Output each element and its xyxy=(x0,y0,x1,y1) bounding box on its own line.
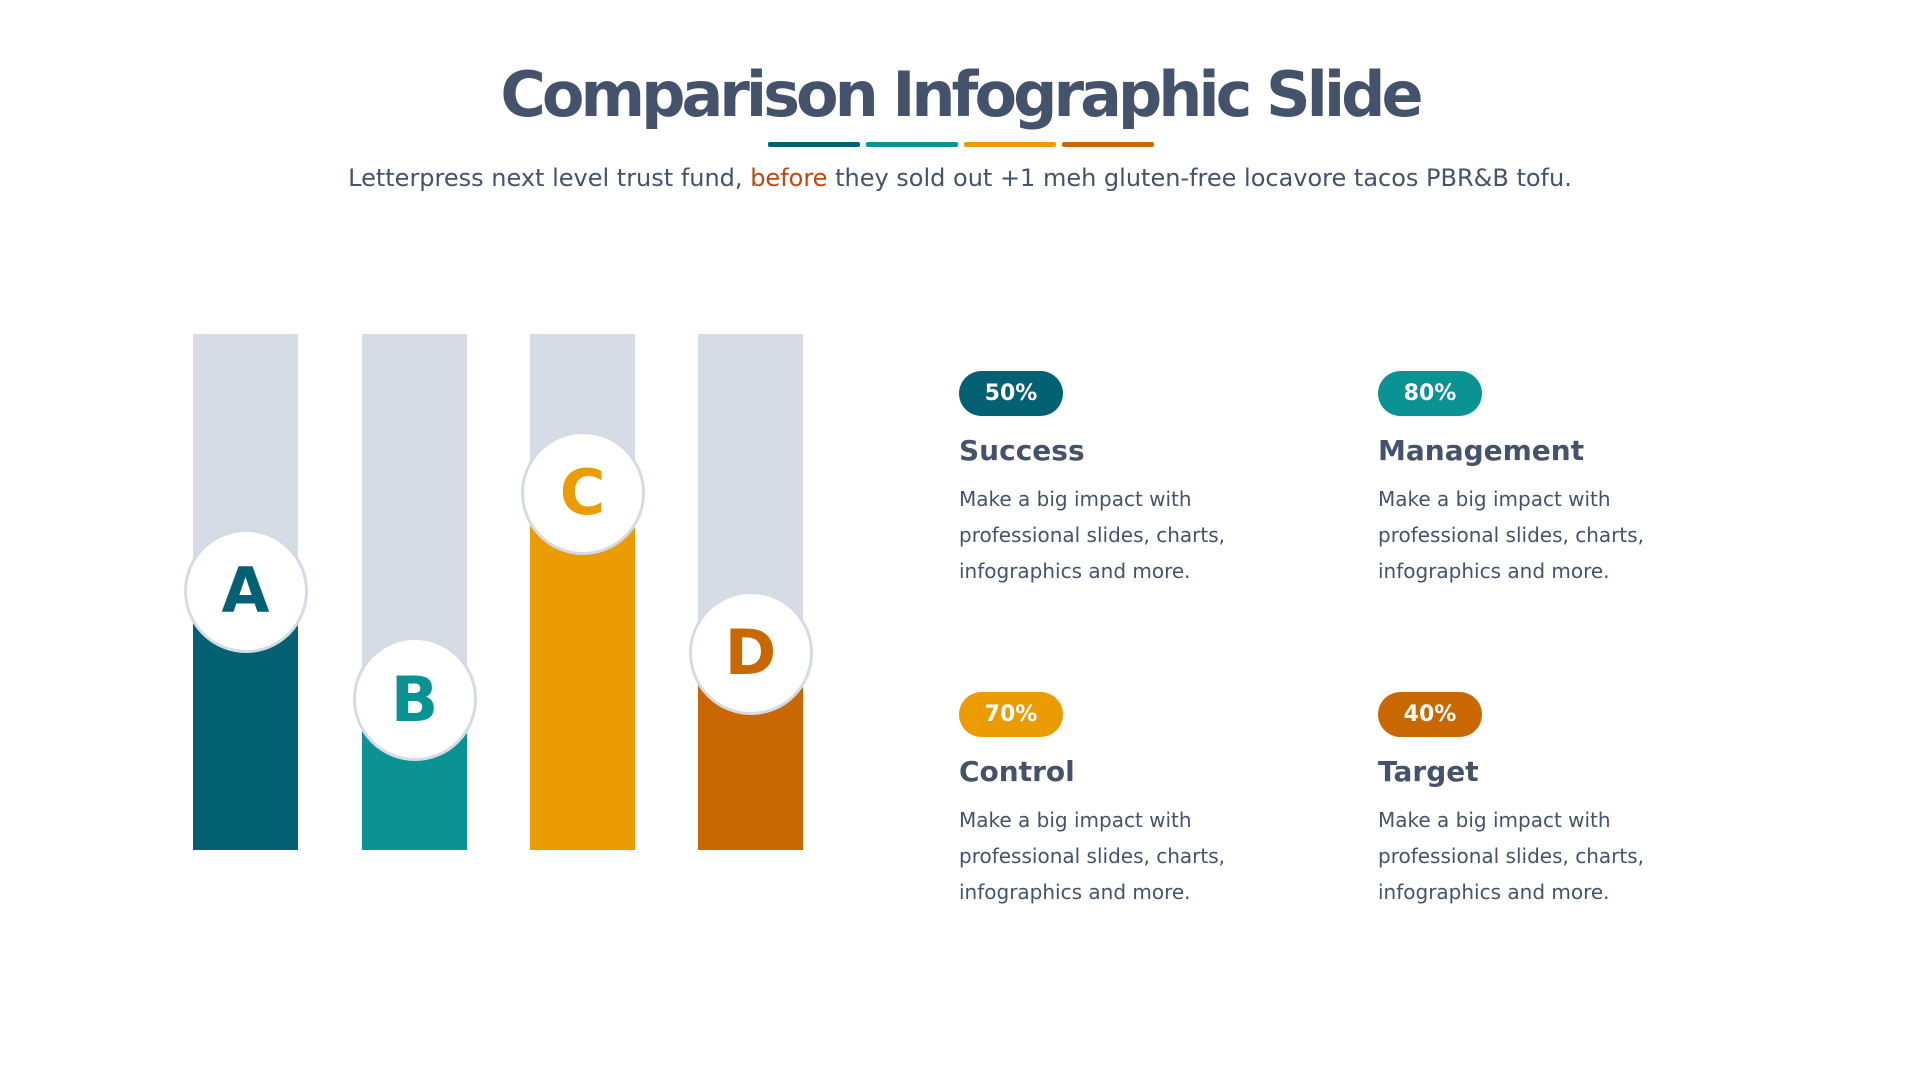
subtitle-text: Letterpress next level trust fund, xyxy=(348,164,751,192)
card-title: Target xyxy=(1378,755,1479,788)
card-text: Make a big impact with professional slid… xyxy=(959,487,1225,583)
bar-label-d: D xyxy=(688,590,813,715)
subtitle-text: they sold out +1 meh gluten-free locavor… xyxy=(827,164,1572,192)
bar-label-b: B xyxy=(352,637,477,762)
subtitle-highlight: before xyxy=(750,164,828,192)
title-underline-segment xyxy=(768,142,860,147)
bar-fill-a xyxy=(193,622,298,850)
percent-pill: 40% xyxy=(1378,692,1482,737)
percent-pill: 70% xyxy=(959,692,1063,737)
slide-subtitle: Letterpress next level trust fund, befor… xyxy=(0,164,1920,192)
bar-label-a: A xyxy=(183,528,308,653)
card-success: 50% Success Make a big impact with profe… xyxy=(959,371,1359,589)
card-title: Management xyxy=(1378,434,1585,467)
card-text: Make a big impact with professional slid… xyxy=(959,808,1225,904)
title-underline-segment xyxy=(1062,142,1154,147)
card-target: 40% Target Make a big impact with profes… xyxy=(1378,692,1778,910)
percent-pill: 50% xyxy=(959,371,1063,416)
slide-title: Comparison Infographic Slide xyxy=(500,58,1423,131)
bar-track-d xyxy=(698,334,803,850)
card-text: Make a big impact with professional slid… xyxy=(1378,487,1644,583)
card-title: Control xyxy=(959,755,1075,788)
card-text: Make a big impact with professional slid… xyxy=(1378,808,1644,904)
percent-pill: 80% xyxy=(1378,371,1482,416)
title-underline-segment xyxy=(964,142,1056,147)
bar-track-b xyxy=(362,334,467,850)
card-control: 70% Control Make a big impact with profe… xyxy=(959,692,1359,910)
bar-track-c xyxy=(530,334,635,850)
bar-fill-c xyxy=(530,524,635,850)
card-title: Success xyxy=(959,434,1085,467)
title-underline-segment xyxy=(866,142,958,147)
card-management: 80% Management Make a big impact with pr… xyxy=(1378,371,1778,589)
bar-label-c: C xyxy=(520,430,645,555)
